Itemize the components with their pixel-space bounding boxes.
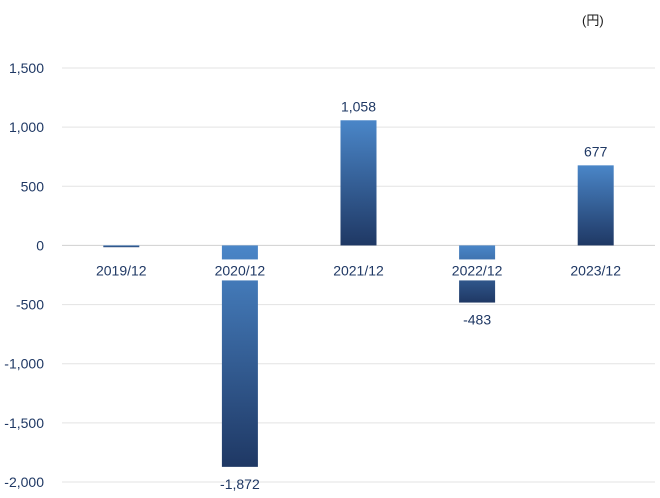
- data-label: 1,058: [341, 98, 376, 114]
- y-tick-label: -2,000: [4, 474, 44, 490]
- bar-2019-12: [103, 245, 140, 248]
- y-tick-label: 0: [36, 237, 44, 253]
- category-label-bg: [446, 259, 509, 281]
- category-label: 2021/12: [333, 262, 384, 278]
- data-label: -1,872: [220, 476, 260, 492]
- category-label-bg: [90, 259, 153, 281]
- bar-2021-12: [340, 120, 377, 246]
- bar-2023-12: [577, 165, 614, 246]
- y-tick-label: -1,000: [4, 356, 44, 372]
- y-tick-label: 1,000: [9, 119, 44, 135]
- category-label-bg: [208, 259, 271, 281]
- data-label: -483: [463, 312, 491, 328]
- y-axis-ticks: 1,500 1,000 500 0 -500 -1,000 -1,500 -2,000: [4, 60, 44, 490]
- data-label: 677: [584, 143, 608, 159]
- data-labels: -1,872 1,058 -483 677: [220, 98, 608, 492]
- category-label-bg: [327, 259, 390, 281]
- unit-label: (円): [582, 13, 604, 28]
- category-label: 2022/12: [452, 262, 503, 278]
- y-tick-label: 1,500: [9, 60, 44, 76]
- y-tick-label: -500: [16, 297, 44, 313]
- bars: [103, 120, 614, 467]
- category-label: 2019/12: [96, 262, 147, 278]
- category-labels: 2019/12 2020/12 2021/12 2022/12 2023/12: [90, 259, 627, 281]
- y-tick-label: 500: [21, 178, 45, 194]
- category-label: 2023/12: [570, 262, 621, 278]
- category-label: 2020/12: [215, 262, 266, 278]
- bar-2020-12: [221, 245, 258, 467]
- category-label-bg: [564, 259, 627, 281]
- y-tick-label: -1,500: [4, 415, 44, 431]
